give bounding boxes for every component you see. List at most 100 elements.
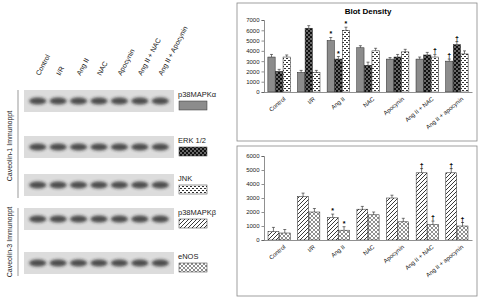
- chart: Blot Density***†††0100020003000400050006…: [237, 3, 477, 141]
- bar: [431, 57, 438, 92]
- error-bar: [307, 26, 310, 29]
- tick: 2000: [246, 209, 264, 215]
- blot-band: [152, 143, 169, 150]
- x-axis: ControlI/RAng IINACApocyninAng II + NACA…: [265, 240, 473, 278]
- error-bar: [361, 206, 364, 209]
- bar: [268, 232, 279, 240]
- figure: ControlI/RAng IINACApocyninAng II + NACA…: [0, 0, 480, 298]
- error-bar: [455, 42, 458, 45]
- error-stem: [375, 48, 376, 51]
- error-bar: [285, 55, 288, 57]
- lane-label: I/R: [55, 65, 65, 76]
- tick: I/R: [307, 92, 317, 105]
- error-stem: [391, 195, 392, 198]
- bar: [339, 230, 350, 240]
- annotation: †: [420, 162, 424, 169]
- blot-band: [90, 143, 107, 150]
- bar: [297, 72, 304, 92]
- tick-mark: [262, 240, 265, 241]
- blot-band: [70, 259, 87, 266]
- bar: [386, 59, 393, 92]
- blot-band: [70, 215, 87, 222]
- legend-swatch: [179, 263, 207, 272]
- blot-band: [29, 259, 46, 266]
- blot-strip: [24, 136, 174, 158]
- error-cap: [402, 218, 405, 219]
- tick: Ang II: [330, 240, 346, 258]
- error-cap: [418, 57, 421, 58]
- tick-mark: [262, 82, 265, 83]
- error-bar: [448, 59, 451, 61]
- error-stem: [279, 69, 280, 71]
- error-bar: [389, 58, 392, 60]
- tick-label: Ang II: [330, 96, 346, 111]
- error-stem: [362, 206, 363, 209]
- error-stem: [360, 46, 361, 48]
- error-stem: [344, 227, 345, 231]
- chart-frame: [237, 146, 477, 296]
- tick: I/R: [307, 240, 317, 253]
- y-axis: 0100020003000400050006000: [246, 153, 264, 243]
- tick-mark: [262, 61, 265, 62]
- tick-mark: [262, 184, 265, 185]
- error-cap: [367, 62, 370, 63]
- error-bar: [418, 57, 421, 59]
- blot-band: [152, 215, 169, 222]
- tick: Ang II + NAC: [404, 240, 435, 271]
- legend-swatch: [179, 219, 207, 228]
- error-stem: [368, 62, 369, 65]
- error-stem: [316, 70, 317, 72]
- error-stem: [286, 55, 287, 57]
- blot-band: [131, 181, 148, 188]
- tick-mark: [262, 156, 265, 157]
- annotation: †: [431, 214, 435, 221]
- blot-band: [131, 259, 148, 266]
- lane-label: Apocynin: [116, 48, 137, 77]
- bar: [398, 222, 409, 240]
- bar: [368, 215, 379, 240]
- error-stem: [284, 230, 285, 234]
- lane-label: Control: [34, 53, 51, 77]
- error-bar: [463, 51, 466, 54]
- tick: Control: [268, 240, 287, 261]
- error-cap: [396, 54, 399, 55]
- bar: [457, 226, 468, 240]
- legend-swatch: [179, 185, 207, 194]
- tick-mark: [262, 198, 265, 199]
- error-bar: [396, 54, 399, 57]
- annotation: †: [447, 52, 451, 59]
- error-stem: [330, 37, 331, 40]
- blot-band: [111, 181, 128, 188]
- error-cap: [426, 52, 429, 53]
- error-bar: [337, 57, 340, 60]
- blot-band: [131, 143, 148, 150]
- blot-band: [29, 181, 46, 188]
- tick-label: 0: [256, 89, 260, 95]
- tick-label: I/R: [307, 243, 317, 253]
- tick: 4000: [246, 48, 264, 54]
- error-stem: [456, 42, 457, 45]
- tick-label: Ang II: [330, 244, 346, 259]
- blot-band: [90, 259, 107, 266]
- tick: Ang II: [330, 92, 346, 110]
- tick: 6000: [246, 153, 264, 159]
- error-stem: [464, 51, 465, 54]
- tick: 6000: [246, 28, 264, 34]
- bar: [279, 233, 290, 240]
- error-cap: [283, 229, 286, 230]
- tick-label: 6000: [246, 28, 260, 34]
- tick-label: Ang II + NAC: [404, 95, 435, 123]
- blot-strip: [24, 90, 174, 112]
- blot-band: [29, 215, 46, 222]
- error-bar: [300, 70, 303, 72]
- annotation: †: [449, 162, 453, 169]
- bar: [275, 71, 282, 92]
- blot-band: [70, 143, 87, 150]
- y-axis: 01000200030004000500060007000: [246, 17, 264, 95]
- blot-band: [111, 215, 128, 222]
- bar: [427, 225, 438, 240]
- bar: [364, 65, 371, 92]
- error-stem: [390, 58, 391, 60]
- error-bar: [278, 69, 281, 71]
- tick: 1000: [246, 79, 264, 85]
